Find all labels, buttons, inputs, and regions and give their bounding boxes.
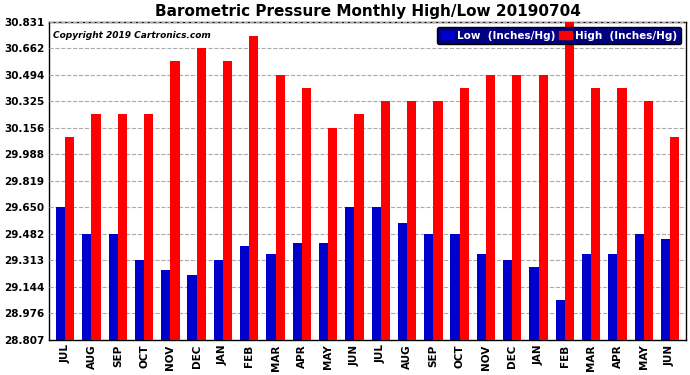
Bar: [477, 254, 486, 340]
Bar: [451, 234, 460, 340]
Bar: [197, 48, 206, 340]
Bar: [65, 136, 75, 340]
Bar: [82, 234, 92, 340]
Bar: [319, 243, 328, 340]
Bar: [539, 75, 548, 340]
Bar: [609, 254, 618, 340]
Bar: [591, 88, 600, 340]
Title: Barometric Pressure Monthly High/Low 20190704: Barometric Pressure Monthly High/Low 201…: [155, 4, 580, 19]
Bar: [188, 275, 197, 340]
Bar: [503, 260, 512, 340]
Bar: [512, 75, 522, 340]
Bar: [170, 62, 179, 340]
Bar: [328, 128, 337, 340]
Bar: [555, 300, 565, 340]
Bar: [144, 114, 153, 340]
Bar: [108, 234, 118, 340]
Bar: [275, 75, 285, 340]
Bar: [118, 114, 127, 340]
Bar: [223, 62, 232, 340]
Bar: [407, 101, 416, 340]
Bar: [355, 114, 364, 340]
Legend: Low  (Inches/Hg), High  (Inches/Hg): Low (Inches/Hg), High (Inches/Hg): [437, 27, 680, 44]
Bar: [381, 101, 390, 340]
Bar: [565, 22, 574, 340]
Bar: [398, 223, 407, 340]
Bar: [424, 234, 433, 340]
Bar: [92, 114, 101, 340]
Bar: [670, 136, 679, 340]
Bar: [618, 88, 627, 340]
Bar: [293, 243, 302, 340]
Bar: [582, 254, 591, 340]
Bar: [486, 75, 495, 340]
Bar: [345, 207, 355, 340]
Bar: [635, 234, 644, 340]
Bar: [302, 88, 311, 340]
Bar: [460, 88, 469, 340]
Bar: [214, 260, 223, 340]
Bar: [433, 101, 442, 340]
Bar: [644, 101, 653, 340]
Bar: [661, 238, 670, 340]
Bar: [161, 270, 170, 340]
Bar: [240, 246, 249, 340]
Bar: [371, 207, 381, 340]
Bar: [529, 267, 539, 340]
Bar: [266, 254, 275, 340]
Bar: [249, 36, 259, 340]
Bar: [56, 207, 65, 340]
Text: Copyright 2019 Cartronics.com: Copyright 2019 Cartronics.com: [52, 31, 210, 40]
Bar: [135, 260, 144, 340]
